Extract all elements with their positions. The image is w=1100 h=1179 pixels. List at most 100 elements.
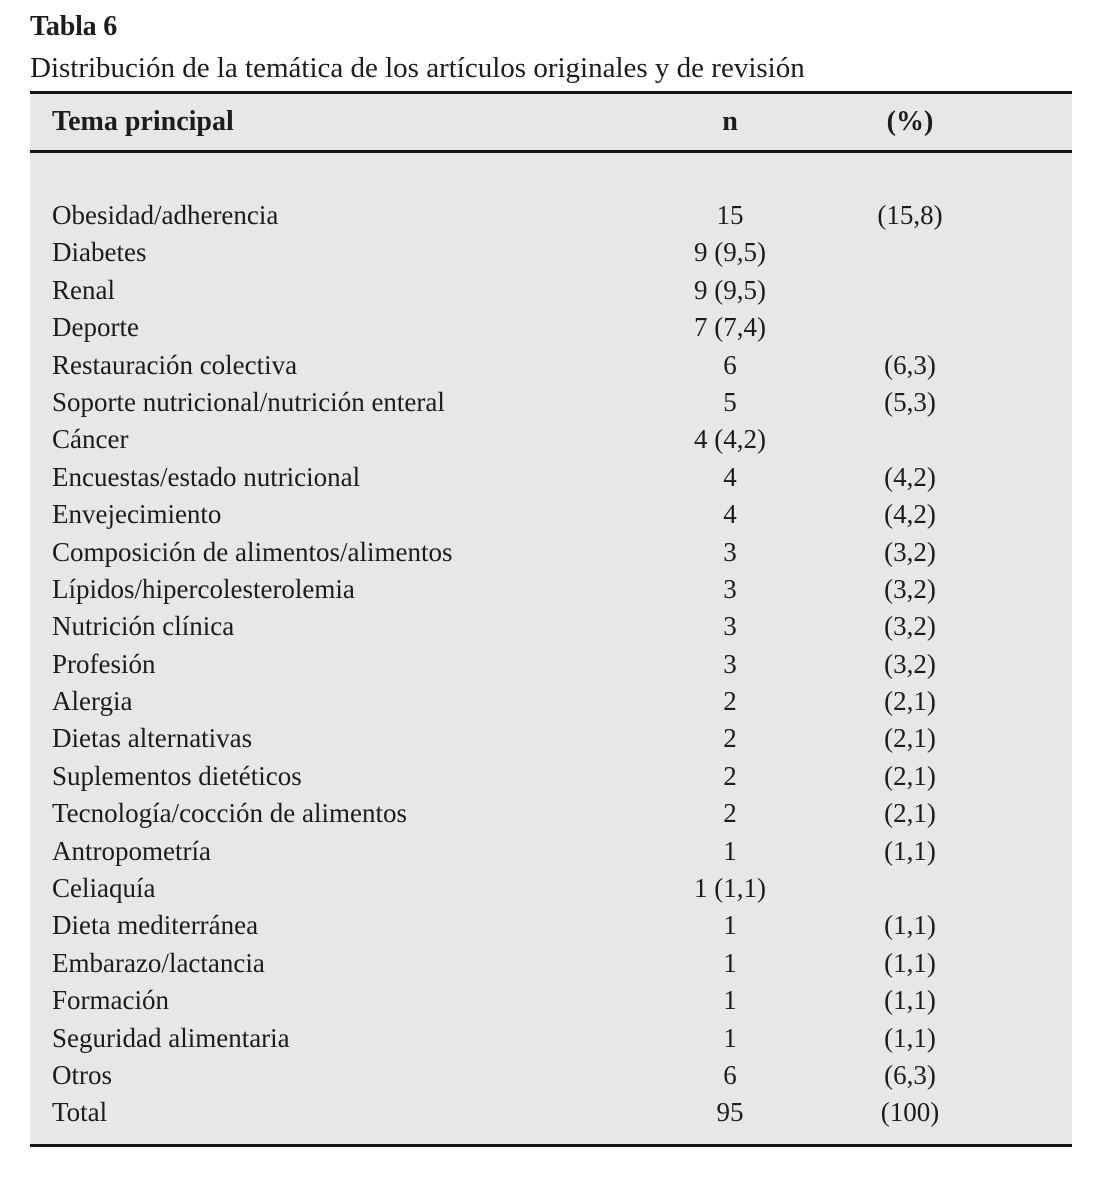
table-number-label: Tabla 6 <box>30 11 118 42</box>
table-row: Formación 1 (1,1) <box>30 982 1072 1019</box>
table-row: Seguridad alimentaria 1 (1,1) <box>30 1020 1072 1057</box>
row-topic: Formación <box>52 985 169 1016</box>
row-count: 7 (7,4) <box>694 312 766 343</box>
row-topic: Tecnología/cocción de alimentos <box>52 798 407 829</box>
row-topic: Renal <box>52 274 115 305</box>
row-topic: Obesidad/adherencia <box>52 200 279 230</box>
table-row: Restauración colectiva 6 (6,3) <box>30 347 1072 384</box>
table-row: Dietas alternativas 2 (2,1) <box>30 720 1072 757</box>
row-count: 1 <box>723 835 737 866</box>
table-row: Lípidos/hipercolesterolemia 3 (3,2) <box>30 571 1072 608</box>
row-topic: Otros <box>52 1059 112 1090</box>
table-row: Celiaquía 1 (1,1) <box>30 870 1072 907</box>
row-count: 2 <box>723 798 737 829</box>
row-percent: (6,3) <box>884 349 936 380</box>
row-count: 4 (4,2) <box>694 424 766 455</box>
row-percent: (2,1) <box>884 760 936 791</box>
table-row: Soporte nutricional/nutrición enteral 5 … <box>30 384 1072 421</box>
table-row: Embarazo/lactancia 1 (1,1) <box>30 945 1072 982</box>
row-topic: Seguridad alimentaria <box>52 1022 290 1053</box>
row-count: 2 <box>723 686 737 717</box>
row-topic: Antropometría <box>52 835 211 866</box>
row-topic: Deporte <box>52 312 139 343</box>
row-topic: Soporte nutricional/nutrición enteral <box>52 386 445 417</box>
row-count: 9 (9,5) <box>694 274 766 305</box>
table-header-row: Tema principal n (%) <box>30 94 1072 153</box>
row-topic: Alergia <box>52 686 133 717</box>
row-topic: Diabetes <box>52 237 147 268</box>
row-count: 9 (9,5) <box>694 237 766 268</box>
row-topic: Total <box>52 1097 108 1128</box>
table-row: Tecnología/cocción de alimentos 2 (2,1) <box>30 795 1072 832</box>
row-count: 4 <box>723 461 737 492</box>
row-count: 2 <box>723 760 737 791</box>
row-percent: (15,8) <box>877 200 943 230</box>
row-count: 15 <box>716 200 744 230</box>
table-row: Diabetes 9 (9,5) <box>30 234 1072 271</box>
table-row: Alergia 2 (2,1) <box>30 683 1072 720</box>
row-percent: (6,3) <box>884 1059 936 1090</box>
table-caption: Distribución de la temática de los artíc… <box>30 52 805 84</box>
row-count: 3 <box>723 611 737 642</box>
row-percent: (3,2) <box>884 536 936 567</box>
table-row: Profesión 3 (3,2) <box>30 646 1072 683</box>
row-percent: (1,1) <box>884 1022 936 1053</box>
table-row: Nutrición clínica 3 (3,2) <box>30 608 1072 645</box>
table-row: Envejecimiento 4 (4,2) <box>30 496 1072 533</box>
row-count: 1 (1,1) <box>694 873 766 904</box>
header-n: n <box>722 106 738 137</box>
row-count: 5 <box>723 386 737 417</box>
row-topic: Lípidos/hipercolesterolemia <box>52 573 355 604</box>
row-topic: Embarazo/lactancia <box>52 947 265 978</box>
row-percent: (3,2) <box>884 573 936 604</box>
header-topic: Tema principal <box>52 106 234 137</box>
topics-table: Tema principal n (%) Obesidad/adherencia… <box>30 91 1072 1147</box>
row-percent: (3,2) <box>884 648 936 679</box>
row-count: 1 <box>723 985 737 1016</box>
row-percent: (3,2) <box>884 611 936 642</box>
table-row: Obesidad/adherencia 15 (15,8) <box>30 197 1072 234</box>
row-count: 1 <box>723 1022 737 1053</box>
table-row: Composición de alimentos/alimentos 3 (3,… <box>30 534 1072 571</box>
row-count: 3 <box>723 648 737 679</box>
row-percent: (2,1) <box>884 686 936 717</box>
row-topic: Encuestas/estado nutricional <box>52 461 361 492</box>
row-count: 3 <box>723 573 737 604</box>
table-row: Renal 9 (9,5) <box>30 272 1072 309</box>
table-row: Total 95 (100) <box>30 1094 1072 1131</box>
row-percent: (2,1) <box>884 798 936 829</box>
row-percent: (1,1) <box>884 947 936 978</box>
row-count: 2 <box>723 723 737 754</box>
table-row: Encuestas/estado nutricional 4 (4,2) <box>30 459 1072 496</box>
row-count: 1 <box>723 910 737 941</box>
table-body: Obesidad/adherencia 15 (15,8) Diabetes 9… <box>30 153 1072 1147</box>
row-count: 95 <box>716 1097 744 1128</box>
table-row: Cáncer 4 (4,2) <box>30 421 1072 458</box>
row-topic: Composición de alimentos/alimentos <box>52 536 453 567</box>
row-percent: (1,1) <box>884 910 936 941</box>
table-row: Dieta mediterránea 1 (1,1) <box>30 907 1072 944</box>
row-topic: Envejecimiento <box>52 499 222 530</box>
row-topic: Nutrición clínica <box>52 611 235 642</box>
row-percent: (1,1) <box>884 835 936 866</box>
table-row: Suplementos dietéticos 2 (2,1) <box>30 758 1072 795</box>
row-topic: Dieta mediterránea <box>52 910 259 941</box>
row-count: 6 <box>723 349 737 380</box>
table-row: Otros 6 (6,3) <box>30 1057 1072 1094</box>
table-row: Deporte 7 (7,4) <box>30 309 1072 346</box>
row-count: 4 <box>723 499 737 530</box>
row-percent: (5,3) <box>884 386 936 417</box>
row-percent: (2,1) <box>884 723 936 754</box>
row-topic: Suplementos dietéticos <box>52 760 302 791</box>
row-count: 1 <box>723 947 737 978</box>
row-topic: Celiaquía <box>52 873 156 904</box>
row-percent: (4,2) <box>884 461 936 492</box>
header-pct: (%) <box>886 106 934 137</box>
row-percent: (1,1) <box>884 985 936 1016</box>
row-count: 3 <box>723 536 737 567</box>
row-topic: Cáncer <box>52 424 129 455</box>
row-count: 6 <box>723 1059 737 1090</box>
row-topic: Restauración colectiva <box>52 349 298 380</box>
row-percent: (4,2) <box>884 499 936 530</box>
